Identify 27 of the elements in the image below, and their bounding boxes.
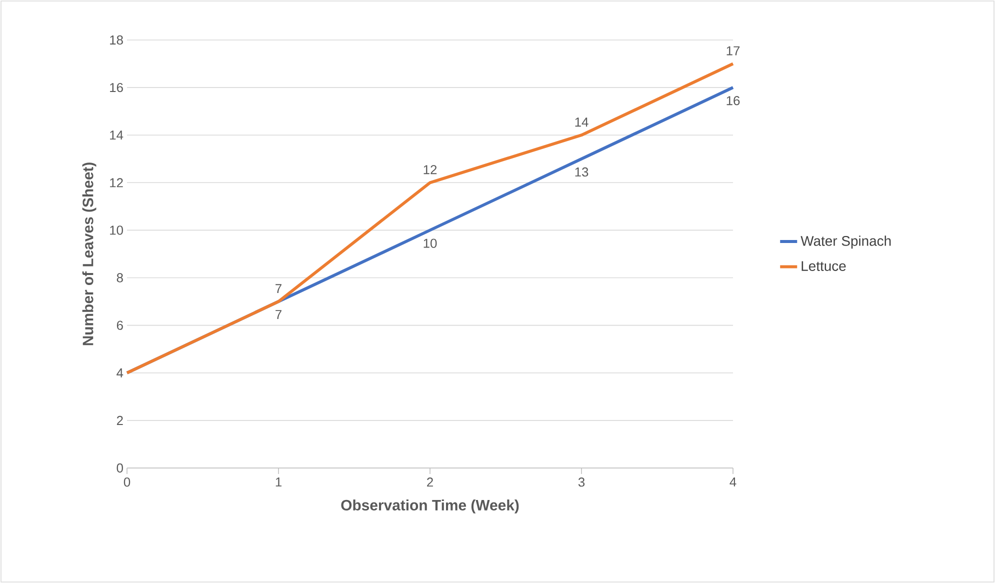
y-tick-label: 16 <box>110 82 123 92</box>
legend-label: Lettuce <box>802 261 846 271</box>
data-label: 13 <box>575 167 588 177</box>
data-label: 16 <box>726 96 740 106</box>
x-tick-label: 0 <box>124 478 130 487</box>
y-tick-label: 14 <box>110 130 124 140</box>
legend-label: Water Spinach <box>800 236 891 249</box>
data-label: 7 <box>276 310 282 319</box>
x-tick-label: 1 <box>276 478 282 486</box>
x-tick-label: 4 <box>730 478 736 486</box>
y-tick-label: 10 <box>110 226 123 235</box>
y-axis-title: Number of Leaves (Sheet) <box>82 162 96 346</box>
y-tick-label: 2 <box>116 416 123 425</box>
x-axis-title: Observation Time (Week) <box>341 500 519 514</box>
data-label: 10 <box>424 238 437 248</box>
data-label: 14 <box>575 118 588 127</box>
y-tick-label: 4 <box>116 368 124 378</box>
y-tick-label: 12 <box>110 178 123 188</box>
y-tick-label: 8 <box>116 273 123 282</box>
y-tick-label: 0 <box>116 463 123 473</box>
y-tick-label: 6 <box>116 320 123 330</box>
x-tick-label: 2 <box>427 478 433 487</box>
data-label: 12 <box>424 165 437 174</box>
y-tick-label: 18 <box>110 35 123 45</box>
data-label: 17 <box>726 46 740 56</box>
x-tick-label: 3 <box>578 478 585 487</box>
data-label: 7 <box>276 284 282 294</box>
